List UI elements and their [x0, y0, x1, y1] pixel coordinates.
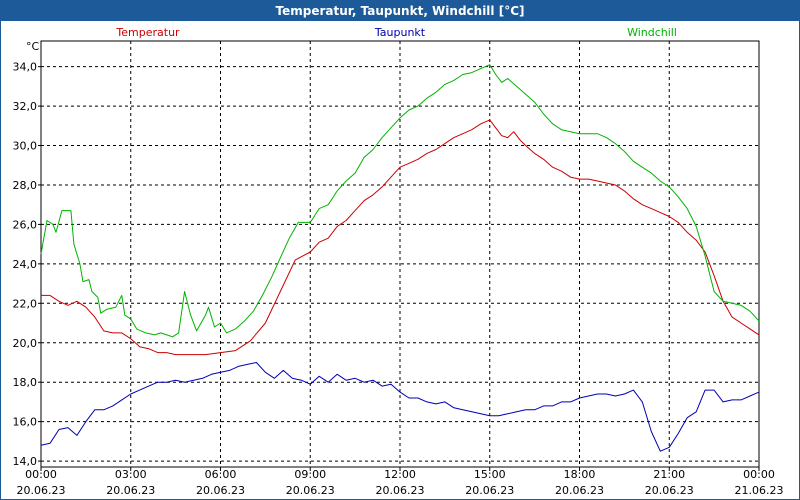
x-tick-date-label: 20.06.23 [17, 484, 66, 497]
x-tick-time-label: 09:00 [294, 468, 326, 481]
x-tick-date-label: 20.06.23 [286, 484, 335, 497]
y-tick-label: 14,0 [13, 455, 38, 468]
series-line-windchill [40, 64, 760, 338]
y-tick-label: 32,0 [13, 100, 38, 113]
x-tick-date-label: 20.06.23 [376, 484, 425, 497]
x-tick-time-label: 15:00 [474, 468, 506, 481]
y-tick-label: 30,0 [13, 140, 38, 153]
y-tick-label: 18,0 [13, 376, 38, 389]
x-tick-date-label: 20.06.23 [106, 484, 155, 497]
y-axis-unit-label: °C [26, 40, 40, 53]
x-tick-date-label: 20.06.23 [555, 484, 604, 497]
legend-label-temperatur: Temperatur [115, 26, 180, 39]
x-tick-time-label: 03:00 [115, 468, 147, 481]
y-tick-label: 26,0 [13, 218, 38, 231]
y-tick-label: 28,0 [13, 179, 38, 192]
x-tick-time-label: 06:00 [205, 468, 237, 481]
y-tick-label: 20,0 [13, 337, 38, 350]
legend-label-windchill: Windchill [627, 26, 677, 39]
x-tick-time-label: 00:00 [25, 468, 57, 481]
x-tick-time-label: 21:00 [653, 468, 685, 481]
x-tick-date-label: 20.06.23 [196, 484, 245, 497]
series-line-temperatur [41, 119, 760, 356]
y-tick-label: 16,0 [13, 416, 38, 429]
x-tick-time-label: 00:00 [743, 468, 775, 481]
x-tick-date-label: 20.06.23 [645, 484, 694, 497]
x-tick-time-label: 12:00 [384, 468, 416, 481]
y-tick-label: 22,0 [13, 297, 38, 310]
x-tick-date-label: 20.06.23 [465, 484, 514, 497]
x-tick-time-label: 18:00 [564, 468, 596, 481]
x-tick-date-label: 21.06.23 [735, 484, 784, 497]
y-tick-label: 24,0 [13, 258, 38, 271]
legend-label-taupunkt: Taupunkt [374, 26, 426, 39]
series-line-taupunkt [40, 362, 760, 452]
window-title: Temperatur, Taupunkt, Windchill [°C] [1, 1, 799, 21]
y-tick-label: 34,0 [13, 61, 38, 74]
